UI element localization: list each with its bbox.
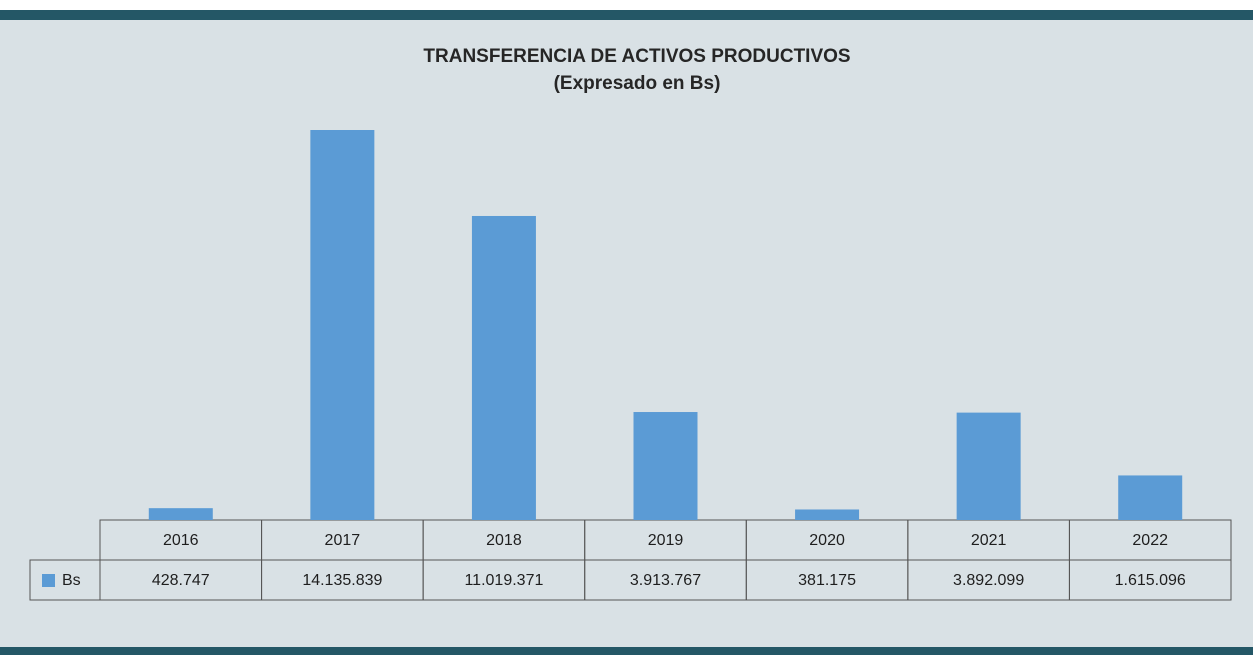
category-label: 2020 xyxy=(809,532,845,549)
bar xyxy=(148,508,213,520)
category-label: 2021 xyxy=(971,532,1007,549)
table-cell xyxy=(1068,559,1232,601)
category-label: 2017 xyxy=(325,532,361,549)
chart-title: TRANSFERENCIA DE ACTIVOS PRODUCTIVOS xyxy=(423,46,850,67)
category-label: 2019 xyxy=(648,532,684,549)
category-label: 2016 xyxy=(163,532,199,549)
top-margin xyxy=(0,0,1253,10)
value-label: 11.019.371 xyxy=(464,572,543,589)
value-label: 3.892.099 xyxy=(953,572,1024,589)
bottom-band xyxy=(0,647,1253,655)
value-label: 1.615.096 xyxy=(1115,572,1186,589)
bar xyxy=(471,215,536,520)
value-label: 428.747 xyxy=(152,572,210,589)
top-band xyxy=(0,10,1253,20)
value-label: 3.913.767 xyxy=(630,572,701,589)
bar xyxy=(956,412,1021,520)
category-label: 2022 xyxy=(1132,532,1168,549)
bar xyxy=(1118,475,1183,520)
category-label: 2018 xyxy=(486,532,522,549)
bar xyxy=(310,130,375,520)
value-label: 381.175 xyxy=(798,572,856,589)
value-label: 14.135.839 xyxy=(302,572,382,589)
legend-swatch xyxy=(42,574,55,587)
bar xyxy=(795,509,860,520)
chart-subtitle: (Expresado en Bs) xyxy=(554,73,721,94)
bar xyxy=(633,412,698,520)
legend-label: Bs xyxy=(62,572,81,589)
